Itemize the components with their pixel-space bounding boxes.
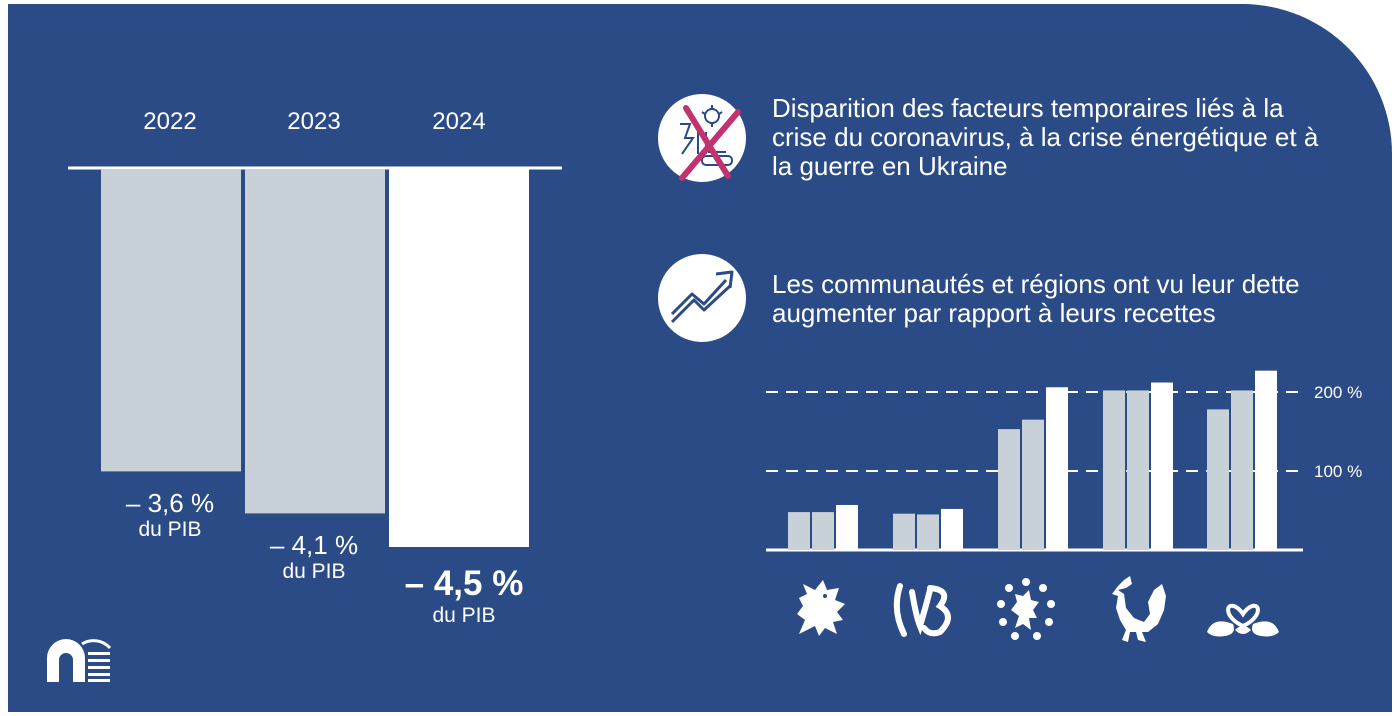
debt-ratio-bar bbox=[941, 508, 963, 550]
deficit-bar-chart: 2022 2023 2024 bbox=[68, 108, 562, 547]
debt-ratio-bar bbox=[1046, 387, 1068, 550]
debt-ratio-bar bbox=[788, 512, 810, 550]
debt-ratio-bar bbox=[893, 513, 915, 550]
flanders-lion-icon bbox=[797, 580, 845, 636]
year-label-2024: 2024 bbox=[432, 108, 485, 135]
debt-ratio-bar-chart: 100 % 200 % bbox=[766, 370, 1362, 552]
wallonia-emblem-icon bbox=[997, 578, 1055, 640]
debt-ratio-bar bbox=[1127, 390, 1149, 550]
debt-ratio-bars bbox=[788, 370, 1277, 550]
debt-ratio-bar bbox=[998, 429, 1020, 550]
deficit-value: – 4,1 % bbox=[269, 530, 359, 560]
ytick-label-200: 200 % bbox=[1314, 383, 1362, 402]
debt-ratio-bar bbox=[836, 504, 858, 550]
crossed-crisis-icon bbox=[658, 94, 746, 182]
deficit-value-highlight: – 4,5 % bbox=[404, 564, 524, 603]
deficit-unit: du PIB bbox=[282, 560, 346, 583]
deficit-bar-2023 bbox=[245, 169, 385, 514]
deficit-value: – 3,6 % bbox=[125, 488, 215, 518]
trend-up-icon bbox=[658, 254, 746, 342]
deficit-bar-2022 bbox=[101, 169, 241, 472]
info-text-debt: Les communautés et régions ont vu leur d… bbox=[772, 269, 1300, 328]
year-label-2023: 2023 bbox=[287, 108, 340, 135]
ytick-label-100: 100 % bbox=[1314, 462, 1362, 481]
debt-ratio-bar bbox=[1151, 382, 1173, 550]
year-label-2022: 2022 bbox=[143, 108, 196, 135]
debt-ratio-bar bbox=[1231, 390, 1253, 550]
german-community-icon bbox=[1207, 603, 1279, 637]
debt-ratio-bar bbox=[917, 514, 939, 550]
debt-ratio-bar bbox=[812, 512, 834, 550]
debt-ratio-bar bbox=[1207, 409, 1229, 550]
brussels-iris-icon bbox=[893, 583, 951, 637]
deficit-label-2022: – 3,6 % du PIB bbox=[100, 488, 240, 541]
deficit-unit: du PIB bbox=[138, 518, 202, 541]
debt-ratio-bar bbox=[1022, 419, 1044, 550]
debt-ratio-bar bbox=[1103, 390, 1125, 550]
deficit-unit: du PIB bbox=[432, 604, 496, 627]
info-text-crisis: Disparition des facteurs temporaires lié… bbox=[772, 93, 1319, 181]
deficit-bar-2024 bbox=[389, 169, 529, 547]
debt-ratio-bar bbox=[1255, 370, 1277, 550]
infographic-panel: 2022 2023 2024 – 3,6 % du PIB – 4,1 % du… bbox=[8, 4, 1392, 712]
deficit-label-2024: – 4,5 % du PIB bbox=[374, 564, 554, 627]
nbb-logo-icon bbox=[47, 639, 112, 682]
deficit-label-2023: – 4,1 % du PIB bbox=[244, 530, 384, 583]
wallonia-rooster-icon bbox=[1112, 576, 1166, 642]
